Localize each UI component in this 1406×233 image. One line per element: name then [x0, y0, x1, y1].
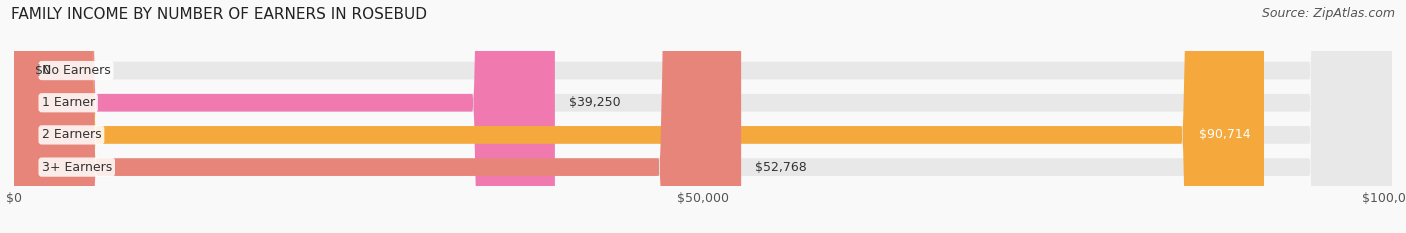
FancyBboxPatch shape [14, 0, 1392, 233]
Text: No Earners: No Earners [42, 64, 110, 77]
Text: Source: ZipAtlas.com: Source: ZipAtlas.com [1261, 7, 1395, 20]
Text: $90,714: $90,714 [1198, 128, 1250, 141]
FancyBboxPatch shape [14, 0, 1392, 233]
Text: $0: $0 [35, 64, 51, 77]
Text: 1 Earner: 1 Earner [42, 96, 94, 109]
Text: $52,768: $52,768 [755, 161, 807, 174]
FancyBboxPatch shape [14, 0, 555, 233]
FancyBboxPatch shape [14, 0, 1264, 233]
Text: 3+ Earners: 3+ Earners [42, 161, 112, 174]
Text: FAMILY INCOME BY NUMBER OF EARNERS IN ROSEBUD: FAMILY INCOME BY NUMBER OF EARNERS IN RO… [11, 7, 427, 22]
FancyBboxPatch shape [14, 0, 1392, 233]
Text: 2 Earners: 2 Earners [42, 128, 101, 141]
FancyBboxPatch shape [14, 0, 741, 233]
Text: $39,250: $39,250 [568, 96, 620, 109]
FancyBboxPatch shape [14, 0, 1392, 233]
